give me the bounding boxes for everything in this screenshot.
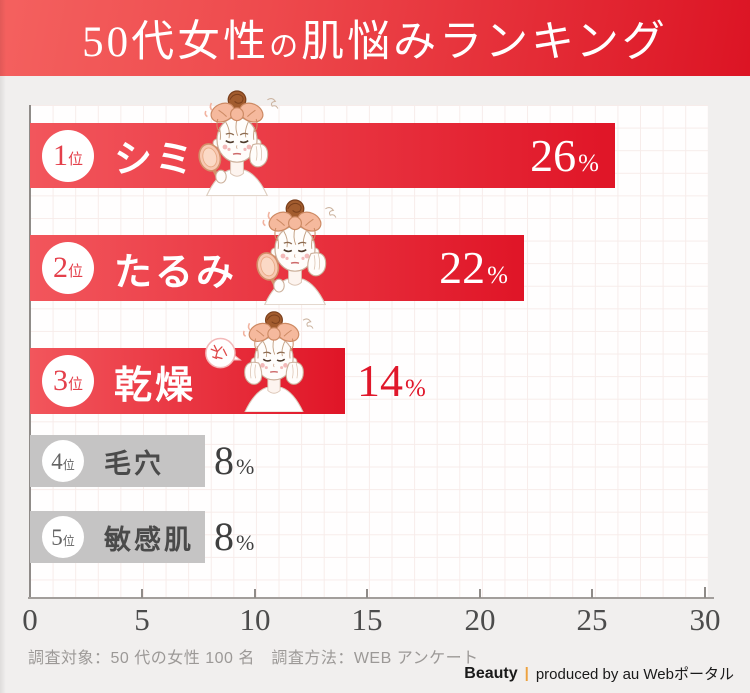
bar-label-tarumi: たるみ xyxy=(114,251,238,294)
woman-with-mirror-illustration-1 xyxy=(194,90,279,196)
brand-separator: | xyxy=(524,665,529,682)
title-middle: 肌悩み xyxy=(301,19,440,66)
value-unit: % xyxy=(236,454,255,479)
bar-value-4: 8% xyxy=(214,435,254,487)
title-suffix: ランキング xyxy=(439,19,668,66)
x-tick-label-5: 5 xyxy=(134,602,150,637)
x-tick-label-15: 15 xyxy=(351,602,383,637)
title-particle: の xyxy=(269,31,302,63)
x-tick-label-25: 25 xyxy=(576,602,608,637)
rank-number: 4 xyxy=(51,448,63,474)
x-tick-label-10: 10 xyxy=(239,602,271,637)
value-unit: % xyxy=(578,149,599,177)
bar-value-3: 14% xyxy=(357,348,426,414)
survey-note: 調査対象：50 代の女性 100 名 調査方法：WEB アンケート xyxy=(28,650,479,667)
value-number: 14 xyxy=(357,355,403,406)
value-number: 26 xyxy=(530,129,577,181)
header-banner: 50代女性の肌悩みランキング xyxy=(0,0,750,76)
bar-value-1: 26% xyxy=(530,129,599,181)
woman-dry-skin-illustration-3 xyxy=(205,311,314,412)
value-unit: % xyxy=(405,375,426,402)
value-number: 8 xyxy=(214,514,234,559)
axis-tick-25 xyxy=(591,589,593,598)
brand-name: Beauty xyxy=(464,664,518,682)
rank-number: 1 xyxy=(52,138,68,172)
brand-credit: Beauty | produced by au Webポータル xyxy=(464,663,734,684)
axis-tick-20 xyxy=(479,589,481,598)
bar-label-kansou: 乾燥 xyxy=(114,364,197,407)
rank-suffix: 位 xyxy=(62,533,75,548)
bar-label-binkanhada: 敏感肌 xyxy=(104,524,194,555)
axis-tick-30 xyxy=(704,587,706,598)
brand-credit-text: produced by au Webポータル xyxy=(535,666,734,683)
rank-number: 5 xyxy=(51,524,63,550)
axis-tick-5 xyxy=(141,589,143,598)
bar-value-2: 22% xyxy=(439,245,508,291)
value-group: 14% xyxy=(357,358,426,404)
rank-number: 2 xyxy=(52,251,68,284)
x-tick-label-30: 30 xyxy=(689,602,721,637)
axis-tick-15 xyxy=(366,589,368,598)
left-edge-shadow xyxy=(0,0,6,693)
bar-label-keana: 毛穴 xyxy=(104,448,164,479)
bar-value-5: 8% xyxy=(214,511,254,563)
value-group: 8% xyxy=(214,441,254,481)
x-tick-label-20: 20 xyxy=(464,602,496,637)
bar-label-shimi: シミ xyxy=(114,139,197,181)
axis-tick-10 xyxy=(254,589,256,598)
rank-suffix: 位 xyxy=(62,457,75,472)
value-group: 8% xyxy=(214,517,254,557)
value-unit: % xyxy=(236,530,255,555)
rank-suffix: 位 xyxy=(67,151,83,168)
title-prefix: 50代女性 xyxy=(82,19,270,66)
x-axis-line xyxy=(28,597,714,599)
x-tick-label-0: 0 xyxy=(22,602,38,637)
dryness-speech-bubble xyxy=(205,337,242,369)
value-unit: % xyxy=(487,262,508,289)
value-number: 22 xyxy=(439,242,486,293)
crack-lines-icon xyxy=(210,344,228,360)
rank-suffix: 位 xyxy=(67,377,83,393)
page-title: 50代女性の肌悩みランキング xyxy=(82,7,668,69)
rank-number: 3 xyxy=(52,364,68,397)
woman-with-mirror-illustration-2 xyxy=(252,199,337,305)
value-number: 8 xyxy=(214,438,234,483)
rank-suffix: 位 xyxy=(67,264,83,280)
